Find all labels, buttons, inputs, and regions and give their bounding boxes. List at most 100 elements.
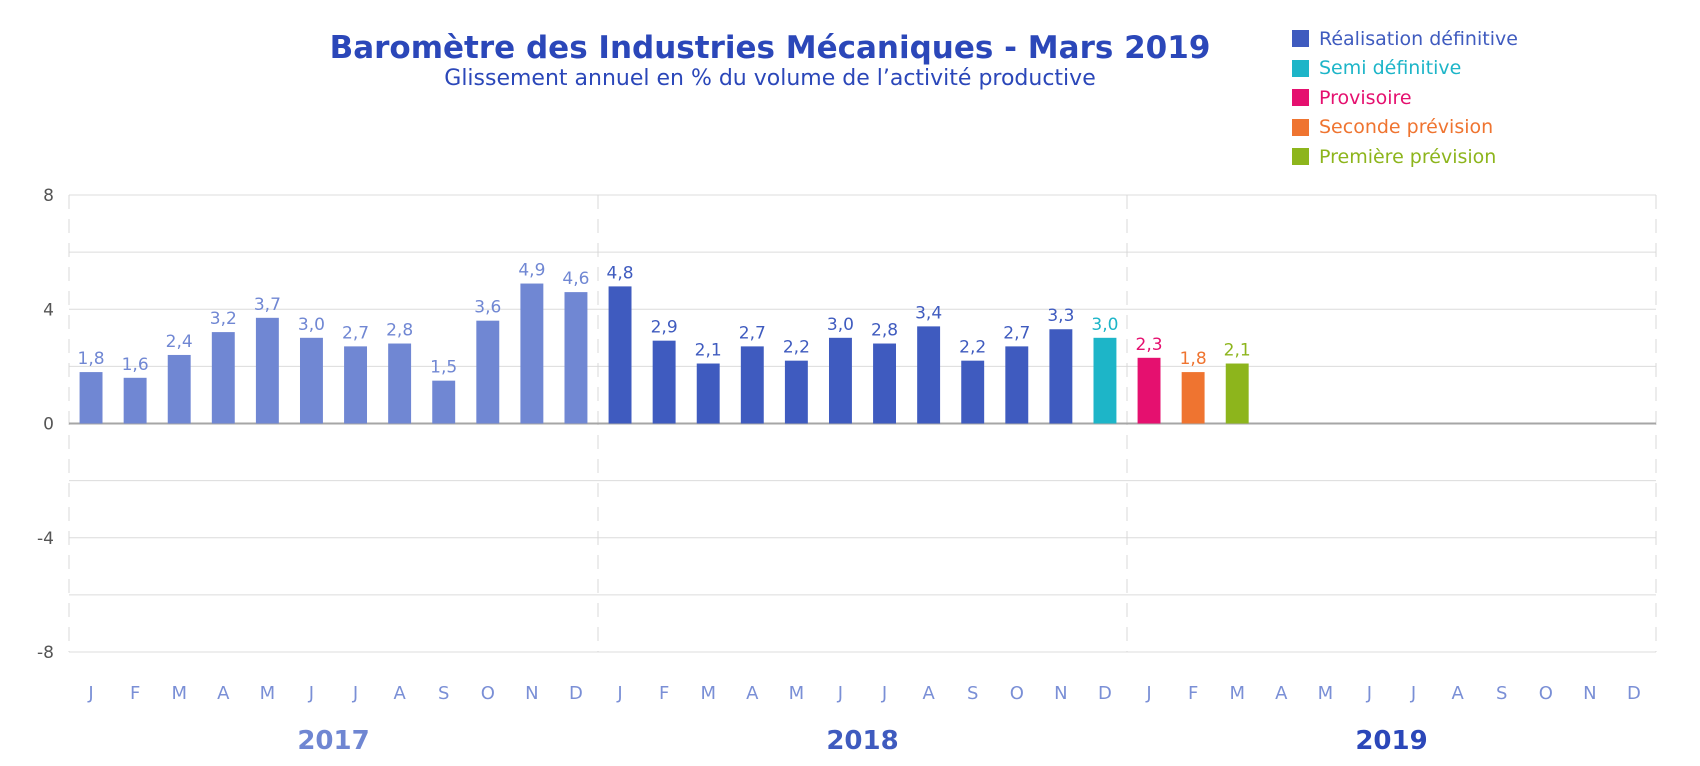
y-tick-label: 0	[43, 415, 54, 435]
month-label: A	[393, 683, 406, 704]
bar	[652, 340, 676, 424]
bar-value-label: 4,6	[562, 269, 589, 289]
month-label: D	[1098, 683, 1112, 704]
chart-subtitle: Glissement annuel en % du volume de l’ac…	[444, 66, 1096, 91]
month-label: O	[481, 683, 495, 704]
month-label: M	[700, 683, 716, 704]
month-label: J	[1145, 683, 1151, 704]
bar	[299, 337, 323, 424]
month-label: D	[1627, 683, 1641, 704]
bar	[344, 346, 368, 424]
bar	[961, 360, 985, 424]
bar-value-label: 2,8	[871, 321, 898, 341]
legend-item-seconde-prevision: Seconde prévision	[1292, 113, 1518, 143]
bar	[873, 343, 897, 424]
year-label: 2019	[1355, 726, 1427, 756]
month-label: O	[1539, 683, 1553, 704]
bar	[1049, 329, 1073, 424]
bar-value-label: 1,8	[78, 349, 105, 369]
bar-value-label: 2,1	[1224, 341, 1251, 361]
bar-value-label: 1,5	[430, 358, 457, 378]
bar-value-label: 2,4	[166, 332, 193, 352]
month-label: A	[1451, 683, 1464, 704]
bar-value-label: 2,8	[386, 321, 413, 341]
legend-swatch	[1292, 59, 1309, 77]
y-tick-label: 4	[43, 300, 54, 320]
bar-value-label: 3,6	[474, 298, 501, 318]
bar-value-label: 3,3	[1047, 306, 1074, 326]
bar	[608, 286, 632, 424]
bar	[1181, 372, 1205, 424]
x-axis: J F M A M J J A S O N D 2017 J F M A M J J A S O N D 2018 J F M A M J J A…	[87, 683, 1641, 756]
bar	[211, 332, 235, 424]
month-label: J	[352, 683, 358, 704]
month-label: F	[130, 683, 140, 704]
bar	[79, 372, 103, 424]
value-labels: 1,8 1,6 2,4 3,2 3,7 3,0 2,7 2,8 1,5 3,6 4,9 4,6 4,8 2…	[78, 261, 1251, 378]
bar	[1005, 346, 1029, 424]
bar-value-label: 3,7	[254, 295, 281, 315]
legend-item-premiere-prevision: Première prévision	[1292, 142, 1518, 172]
legend-label: Semi définitive	[1319, 57, 1462, 80]
bar-value-label: 1,8	[1180, 349, 1207, 369]
legend-item-realisation-definitive: Réalisation définitive	[1292, 24, 1518, 54]
bar	[167, 354, 191, 424]
bar	[1093, 337, 1117, 424]
month-label: N	[525, 683, 538, 704]
month-label: M	[789, 683, 805, 704]
month-label: D	[569, 683, 583, 704]
bar	[1225, 363, 1249, 424]
bar-value-label: 2,2	[959, 338, 986, 358]
month-label: S	[967, 683, 978, 704]
bar-value-label: 3,2	[210, 309, 237, 329]
bar-value-label: 2,2	[783, 338, 810, 358]
month-label: M	[1229, 683, 1245, 704]
month-label: F	[1188, 683, 1198, 704]
bar-value-label: 3,0	[1091, 315, 1118, 335]
legend-label: Première prévision	[1319, 145, 1497, 168]
bar	[432, 380, 456, 424]
month-label: J	[308, 683, 314, 704]
month-label: N	[1054, 683, 1067, 704]
gridlines	[68, 194, 1657, 653]
bar-value-label: 2,7	[739, 323, 766, 343]
month-label: J	[87, 683, 93, 704]
month-label: J	[616, 683, 622, 704]
month-label: J	[1410, 683, 1416, 704]
bar	[123, 377, 147, 424]
month-label: A	[1275, 683, 1288, 704]
y-axis: 8 4 0 -4 -8	[37, 186, 54, 663]
y-tick-label: 8	[43, 186, 54, 206]
legend-label: Provisoire	[1319, 86, 1412, 109]
bar	[784, 360, 808, 424]
month-label: A	[922, 683, 935, 704]
chart-title: Baromètre des Industries Mécaniques - Ma…	[329, 30, 1211, 66]
legend-swatch	[1292, 148, 1309, 166]
month-label: O	[1010, 683, 1024, 704]
bar	[388, 343, 412, 424]
month-label: F	[659, 683, 669, 704]
legend-swatch	[1292, 30, 1309, 48]
bars	[79, 283, 1249, 424]
bar-value-label: 4,8	[607, 263, 634, 283]
legend-swatch	[1292, 118, 1309, 136]
month-label: M	[1318, 683, 1334, 704]
bar-value-label: 3,0	[827, 315, 854, 335]
bar	[255, 317, 279, 424]
legend-label: Seconde prévision	[1319, 116, 1494, 139]
month-label: J	[1366, 683, 1372, 704]
bar	[696, 363, 720, 424]
bar-value-label: 2,1	[695, 341, 722, 361]
bar	[740, 346, 764, 424]
bar	[564, 292, 588, 424]
month-label: S	[1496, 683, 1507, 704]
month-label: A	[217, 683, 230, 704]
legend-label: Réalisation définitive	[1319, 27, 1518, 50]
bar-value-label: 3,4	[915, 303, 942, 323]
month-label: M	[260, 683, 276, 704]
bar-value-label: 2,3	[1136, 335, 1163, 355]
year-label: 2018	[826, 726, 898, 756]
bar-value-label: 4,9	[518, 261, 545, 281]
bar-value-label: 2,7	[1003, 323, 1030, 343]
